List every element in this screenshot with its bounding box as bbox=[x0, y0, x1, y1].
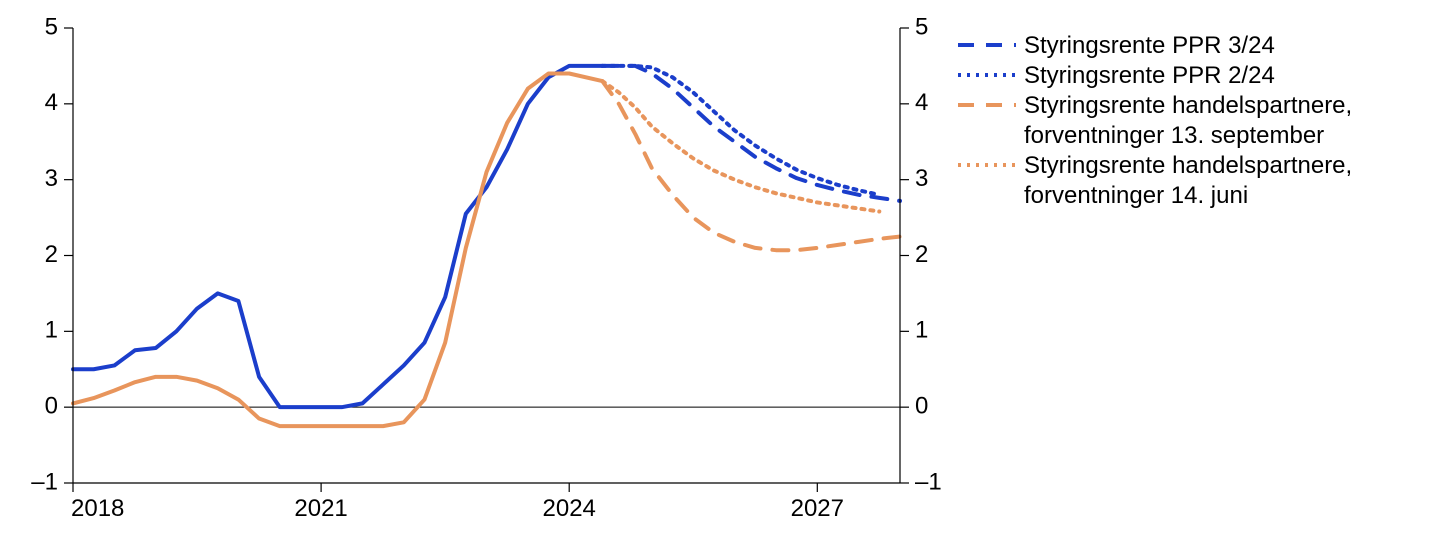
y-right-tick-label: 4 bbox=[915, 89, 928, 116]
y-left-tick-label: 4 bbox=[45, 89, 58, 116]
y-left-tick-label: 1 bbox=[45, 317, 58, 344]
y-left-tick-label: 0 bbox=[45, 393, 58, 420]
legend-label: Styringsrente PPR 2/24 bbox=[1024, 62, 1275, 89]
x-tick-label: 2021 bbox=[294, 495, 347, 522]
y-right-tick-label: –1 bbox=[915, 468, 942, 495]
legend-label: forventninger 13. september bbox=[1024, 122, 1324, 149]
x-tick-label: 2027 bbox=[791, 495, 844, 522]
y-left-tick-label: 2 bbox=[45, 241, 58, 268]
x-tick-label: 2018 bbox=[71, 495, 124, 522]
chart-svg: –1 –1 0 0 1 1 2 2 3 3 4 4 5 5 2018 2021 2024 2027 Styrings… bbox=[0, 0, 1445, 543]
legend-label: forventninger 14. juni bbox=[1024, 182, 1248, 209]
y-right-tick-label: 1 bbox=[915, 317, 928, 344]
x-tick-label: 2024 bbox=[543, 495, 596, 522]
y-left-tick-label: 3 bbox=[45, 165, 58, 192]
y-left-tick-label: 5 bbox=[45, 13, 58, 40]
policy-rate-chart: –1 –1 0 0 1 1 2 2 3 3 4 4 5 5 2018 2021 2024 2027 Styrings… bbox=[0, 0, 1445, 543]
y-right-tick-label: 3 bbox=[915, 165, 928, 192]
y-right-tick-label: 2 bbox=[915, 241, 928, 268]
y-right-tick-label: 0 bbox=[915, 393, 928, 420]
y-right-tick-label: 5 bbox=[915, 13, 928, 40]
y-left-tick-label: –1 bbox=[31, 468, 58, 495]
legend-label: Styringsrente handelspartnere, bbox=[1024, 152, 1352, 179]
legend-label: Styringsrente PPR 3/24 bbox=[1024, 32, 1275, 59]
legend-label: Styringsrente handelspartnere, bbox=[1024, 92, 1352, 119]
